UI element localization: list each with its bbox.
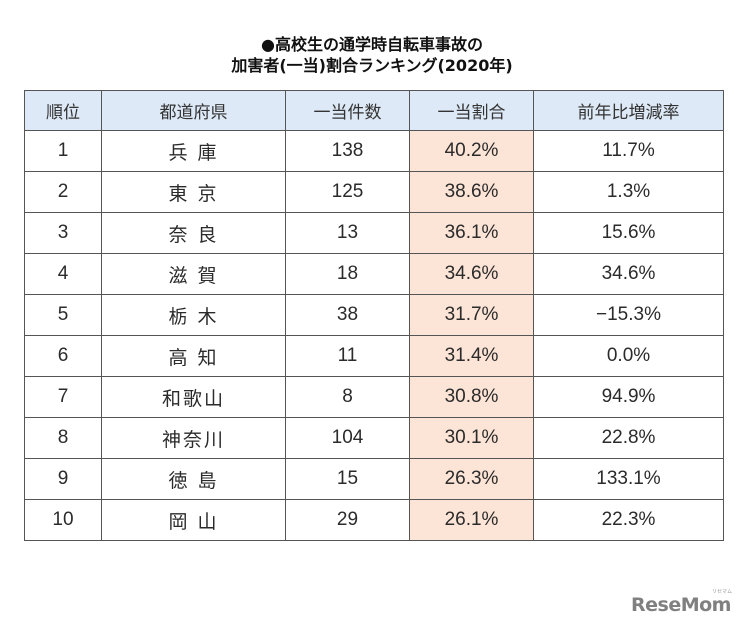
table-row: 4 滋 賀 18 34.6% 34.6% [24,253,724,295]
header-yoy: 前年比増減率 [533,90,724,131]
table-row: 3 奈 良 13 36.1% 15.6% [24,212,724,254]
cell-yoy: 1.3% [533,171,724,213]
cell-rank: 1 [24,130,102,172]
cell-prefecture: 兵 庫 [101,130,286,172]
cell-prefecture: 高 知 [101,335,286,377]
cell-ratio: 40.2% [409,130,534,172]
cell-prefecture: 滋 賀 [101,253,286,295]
cell-rank: 9 [24,458,102,500]
cell-rank: 8 [24,417,102,459]
cell-count: 18 [285,253,410,295]
cell-ratio: 34.6% [409,253,534,295]
cell-yoy: 11.7% [533,130,724,172]
cell-prefecture: 岡 山 [101,499,286,541]
cell-count: 104 [285,417,410,459]
cell-ratio: 26.1% [409,499,534,541]
cell-ratio: 31.4% [409,335,534,377]
cell-count: 38 [285,294,410,336]
cell-yoy: 15.6% [533,212,724,254]
cell-rank: 3 [24,212,102,254]
table-row: 9 徳 島 15 26.3% 133.1% [24,458,724,500]
cell-count: 29 [285,499,410,541]
cell-ratio: 30.1% [409,417,534,459]
cell-ratio: 38.6% [409,171,534,213]
table-row: 10 岡 山 29 26.1% 22.3% [24,499,724,541]
table-header-row: 順位 都道府県 一当件数 一当割合 前年比増減率 [24,90,724,131]
cell-rank: 4 [24,253,102,295]
cell-yoy: 0.0% [533,335,724,377]
title-line-2: 加害者(一当)割合ランキング(2020年) [231,56,513,75]
cell-rank: 2 [24,171,102,213]
cell-count: 8 [285,376,410,418]
table-row: 7 和歌山 8 30.8% 94.9% [24,376,724,418]
cell-yoy: 22.3% [533,499,724,541]
cell-yoy: 133.1% [533,458,724,500]
cell-count: 125 [285,171,410,213]
cell-yoy: 94.9% [533,376,724,418]
cell-prefecture: 奈 良 [101,212,286,254]
cell-ratio: 30.8% [409,376,534,418]
cell-ratio: 36.1% [409,212,534,254]
cell-count: 11 [285,335,410,377]
cell-ratio: 31.7% [409,294,534,336]
cell-rank: 5 [24,294,102,336]
ranking-table: 順位 都道府県 一当件数 一当割合 前年比増減率 1 兵 庫 138 40.2%… [24,90,724,541]
cell-count: 138 [285,130,410,172]
cell-yoy: −15.3% [533,294,724,336]
title-line-1: ●高校生の通学時自転車事故の [261,35,483,54]
page-title: ●高校生の通学時自転車事故の 加害者(一当)割合ランキング(2020年) [0,34,744,76]
logo-subtext: リセマム [712,589,733,595]
cell-rank: 7 [24,376,102,418]
cell-yoy: 22.8% [533,417,724,459]
cell-prefecture: 神奈川 [101,417,286,459]
cell-count: 13 [285,212,410,254]
header-prefecture: 都道府県 [101,90,286,131]
cell-prefecture: 東 京 [101,171,286,213]
cell-rank: 6 [24,335,102,377]
cell-prefecture: 和歌山 [101,376,286,418]
cell-yoy: 34.6% [533,253,724,295]
table-row: 8 神奈川 104 30.1% 22.8% [24,417,724,459]
table-row: 2 東 京 125 38.6% 1.3% [24,171,724,213]
table-row: 6 高 知 11 31.4% 0.0% [24,335,724,377]
table-row: 5 栃 木 38 31.7% −15.3% [24,294,724,336]
header-ratio: 一当割合 [409,90,534,131]
cell-ratio: 26.3% [409,458,534,500]
resemom-logo: ReseMom [631,594,731,616]
cell-prefecture: 徳 島 [101,458,286,500]
cell-rank: 10 [24,499,102,541]
table-row: 1 兵 庫 138 40.2% 11.7% [24,130,724,172]
cell-count: 15 [285,458,410,500]
header-rank: 順位 [24,90,102,131]
cell-prefecture: 栃 木 [101,294,286,336]
header-count: 一当件数 [285,90,410,131]
